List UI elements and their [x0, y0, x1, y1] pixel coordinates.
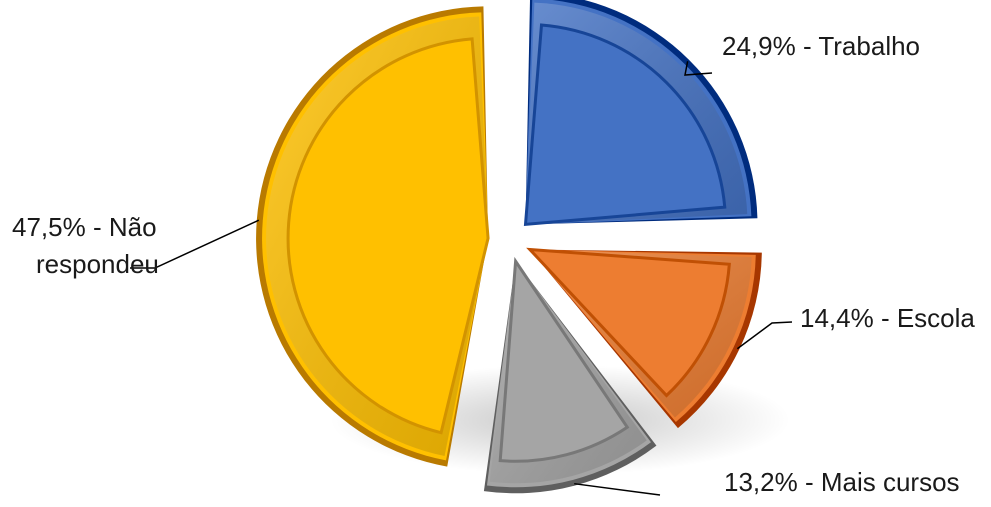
slice-trabalho-face — [523, 23, 727, 227]
label-nao-respondeu-line1: 47,5% - Não — [12, 212, 157, 242]
leader-mais-cursos — [574, 482, 661, 496]
leader-trabalho — [684, 61, 713, 76]
slice-nao-respondeu — [256, 6, 490, 467]
slice-mais-cursos — [483, 256, 657, 494]
label-escola: 14,4% - Escola — [800, 303, 975, 333]
leader-lines — [130, 61, 793, 496]
slice-mais-cursos-face — [498, 256, 630, 463]
slice-nao-respondeu-face — [286, 37, 490, 435]
pie-slices — [256, 0, 762, 494]
slice-escola-face — [526, 247, 731, 398]
leader-nao-respondeu — [130, 219, 260, 269]
slice-trabalho — [523, 0, 758, 227]
slice-escola — [526, 247, 762, 429]
label-nao-respondeu-line2: respondeu — [36, 249, 159, 279]
label-trabalho: 24,9% - Trabalho — [722, 31, 920, 61]
leader-escola — [736, 321, 793, 350]
label-mais-cursos: 13,2% - Mais cursos — [724, 467, 960, 497]
